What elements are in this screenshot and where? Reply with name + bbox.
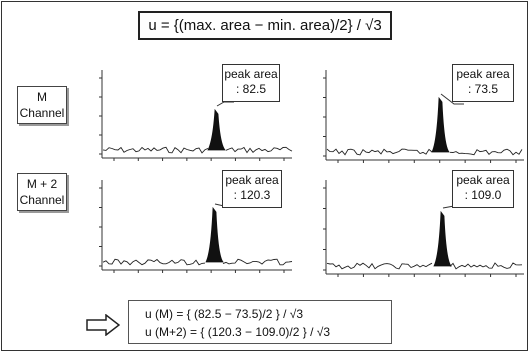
channel-label-line1: M <box>37 90 47 104</box>
right-arrow-icon <box>86 314 120 336</box>
peak <box>433 210 452 267</box>
channel-label-line2: Channel <box>19 106 65 120</box>
peak-area-value: : 73.5 <box>467 82 499 96</box>
channel-label-m: M Channel <box>17 86 67 124</box>
peak-area-value: : 109.0 <box>464 188 502 202</box>
chromatogram-m2-1 <box>99 180 293 273</box>
uncertainty-formula: u = {(max. area − min. area)/2} / √3 <box>138 11 392 40</box>
peak-area-callout: peak area : 120.3 <box>222 170 282 208</box>
peak-area-callout: peak area : 109.0 <box>452 170 514 208</box>
channel-label-m2: M + 2 Channel <box>17 173 67 211</box>
callout-label: peak area <box>225 173 279 187</box>
peak-area-value: : 120.3 <box>233 188 271 202</box>
peak-area-callout: peak area : 82.5 <box>222 64 280 102</box>
equation-m2: u (M+2) = { (120.3 − 109.0)/2 } / √3 <box>145 325 331 339</box>
peak-area-callout: peak area : 73.5 <box>452 64 514 102</box>
baseline-trace <box>102 258 293 266</box>
channel-label-line1: M + 2 <box>26 177 58 191</box>
baseline-trace <box>326 148 523 156</box>
peak <box>205 206 224 263</box>
peak <box>207 108 226 151</box>
peak-area-value: : 82.5 <box>235 82 267 96</box>
callout-label: peak area <box>456 67 510 81</box>
peak <box>431 96 450 153</box>
baseline-trace <box>102 146 293 154</box>
callout-label: peak area <box>224 67 278 81</box>
baseline-trace <box>326 262 523 270</box>
callout-pointer <box>440 93 464 105</box>
chromatogram-m2-2 <box>323 180 524 277</box>
callout-pointer <box>216 101 234 107</box>
channel-label-line2: Channel <box>19 193 65 207</box>
chromatogram-m-2 <box>323 70 524 163</box>
uncertainty-equations: u (M) = { (82.5 − 73.5)/2 } / √3 u (M+2)… <box>128 300 392 344</box>
equation-m: u (M) = { (82.5 − 73.5)/2 } / √3 <box>145 307 304 321</box>
callout-label: peak area <box>456 173 510 187</box>
chromatogram-m-1 <box>99 70 293 161</box>
